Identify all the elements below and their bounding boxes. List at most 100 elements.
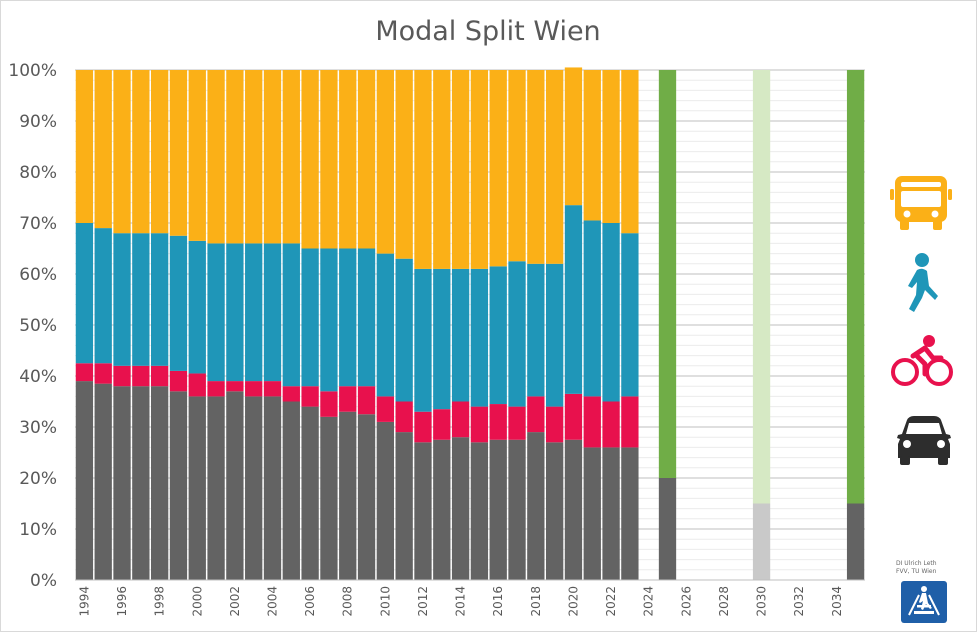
bar-segment-car-2007	[320, 416, 338, 580]
bar-segment-bike-2020	[564, 393, 583, 440]
bar-segment-walk-2021	[583, 70, 601, 221]
bar-segment-bike-2002	[226, 381, 244, 392]
bar-segment-pt-2015	[470, 268, 489, 407]
bar-segment-walk-2016	[489, 70, 507, 267]
y-tick-label: 100%	[8, 61, 57, 81]
bar-segment-walk-2015	[470, 70, 489, 269]
bar-segment-pt-2020	[564, 205, 583, 394]
bar-segment-bike-1995	[94, 363, 112, 384]
bar-segment-walk-2022	[602, 70, 620, 223]
bar-segment-bike-2012	[414, 411, 432, 443]
major-gridlines	[75, 69, 865, 530]
bar-segment-car-2020	[564, 439, 583, 580]
bar-segment-walk-2007	[320, 70, 338, 249]
bar-segment-bike-2014	[451, 401, 470, 438]
x-tick-label: 2034	[830, 586, 844, 617]
bar-segment-walk-2002	[226, 70, 244, 244]
bar-segment-car-2010	[376, 421, 395, 580]
bar-segment-pt-2011	[395, 258, 413, 402]
bar-segment-bike-1994	[75, 363, 94, 382]
bar-segment-walk-2000	[188, 70, 206, 241]
bar-segment-walk-2012	[414, 70, 432, 269]
y-tick-label: 20%	[19, 469, 57, 489]
bar-segment-bike-2017	[508, 406, 526, 440]
x-tick-label: 2020	[566, 586, 580, 617]
bar-segment-bike-2010	[376, 396, 395, 422]
bar-segment-pt-2017	[508, 261, 526, 407]
bar-segment-bike-2019	[545, 406, 564, 443]
pedestrian-crossing-icon	[908, 586, 940, 616]
bar-segment-pt-1995	[94, 228, 112, 364]
bar-segment-walk-1999	[169, 70, 188, 236]
y-tick-labels: 0% 10% 20% 30% 40% 50% 60% 70% 80% 90% 100%	[8, 61, 57, 591]
x-tick-label: 2002	[228, 586, 242, 617]
bar-segment-pt-2009	[357, 248, 376, 387]
bar-segment-walk-1996	[113, 70, 131, 234]
bar-segment-walk-2014	[451, 70, 470, 269]
target-bars	[658, 70, 865, 580]
bar-segment-pt-2016	[489, 266, 507, 405]
bar-segment-pt-2012	[414, 268, 432, 412]
bar-segment-car-2023	[621, 447, 639, 580]
bar-segment-car-2006	[301, 406, 319, 580]
car-icon	[897, 416, 951, 465]
bar-segment-pt-1997	[132, 233, 150, 366]
bar-segment-pt-2019	[545, 263, 564, 407]
x-tick-label: 2016	[491, 586, 505, 617]
bar-segment-car-2005	[282, 401, 300, 580]
credit-line-2: FVV, TU Wien	[896, 568, 937, 575]
bar-segment-walk-2004	[263, 70, 282, 244]
y-tick-label: 40%	[19, 367, 57, 387]
x-tick-label: 1998	[153, 586, 167, 617]
bar-segment-bike-2023	[621, 396, 639, 448]
bar-segment-walk-2010	[376, 70, 395, 254]
x-tick-label: 2028	[717, 586, 731, 617]
bar-segment-pt-2006	[301, 248, 319, 387]
bar-segment-bike-2009	[357, 386, 376, 415]
bar-segment-pt-2005	[282, 243, 300, 387]
bar-segment-walk-1997	[132, 70, 150, 234]
credit-line-1: DI Ulrich Leth	[896, 560, 937, 567]
bar-segment-walk-2001	[207, 70, 225, 244]
target-bar-car-2025	[658, 478, 677, 580]
bar-segment-car-1995	[94, 383, 112, 580]
bar-segment-bike-1998	[150, 365, 169, 387]
x-tick-label: 2026	[679, 586, 693, 617]
bar-segment-bike-2008	[339, 386, 357, 412]
bar-segment-walk-1995	[94, 70, 112, 229]
bar-segment-walk-2008	[339, 70, 357, 249]
walking-icon	[908, 253, 938, 312]
bar-segment-bike-2018	[527, 396, 545, 433]
bar-segment-car-2001	[207, 396, 225, 580]
bar-segment-walk-2020	[564, 67, 583, 206]
bar-segment-pt-2021	[583, 220, 601, 397]
bar-segment-pt-2002	[226, 243, 244, 382]
y-tick-label: 50%	[19, 316, 57, 336]
x-tick-label: 2004	[266, 586, 280, 617]
bar-segment-walk-2013	[433, 70, 451, 269]
y-tick-label: 30%	[19, 418, 57, 438]
target-bar-eco-2035	[846, 70, 865, 504]
bar-segment-bike-2011	[395, 401, 413, 433]
x-tick-label: 1994	[77, 586, 91, 617]
bar-segment-bike-2000	[188, 373, 206, 397]
tu-wien-logo	[901, 581, 947, 623]
bar-segment-car-2016	[489, 439, 507, 580]
bar-segment-bike-2001	[207, 381, 225, 397]
bar-segment-car-2004	[263, 396, 282, 580]
bar-segment-walk-2023	[621, 70, 639, 234]
bar-segment-car-2003	[245, 396, 263, 580]
x-tick-label: 2018	[529, 586, 543, 617]
x-tick-label: 2032	[792, 586, 806, 617]
x-tick-label: 2010	[378, 586, 392, 617]
bar-segment-bike-2021	[583, 396, 601, 448]
bar-segment-walk-2003	[245, 70, 263, 244]
bar-segment-car-2017	[508, 439, 526, 580]
credit-text: DI Ulrich Leth FVV, TU Wien	[896, 560, 937, 576]
bar-segment-car-2019	[545, 442, 564, 580]
stacked-bars	[75, 67, 639, 580]
bar-segment-pt-2022	[602, 223, 620, 402]
bar-segment-car-2012	[414, 442, 432, 580]
bar-segment-walk-2009	[357, 70, 376, 249]
